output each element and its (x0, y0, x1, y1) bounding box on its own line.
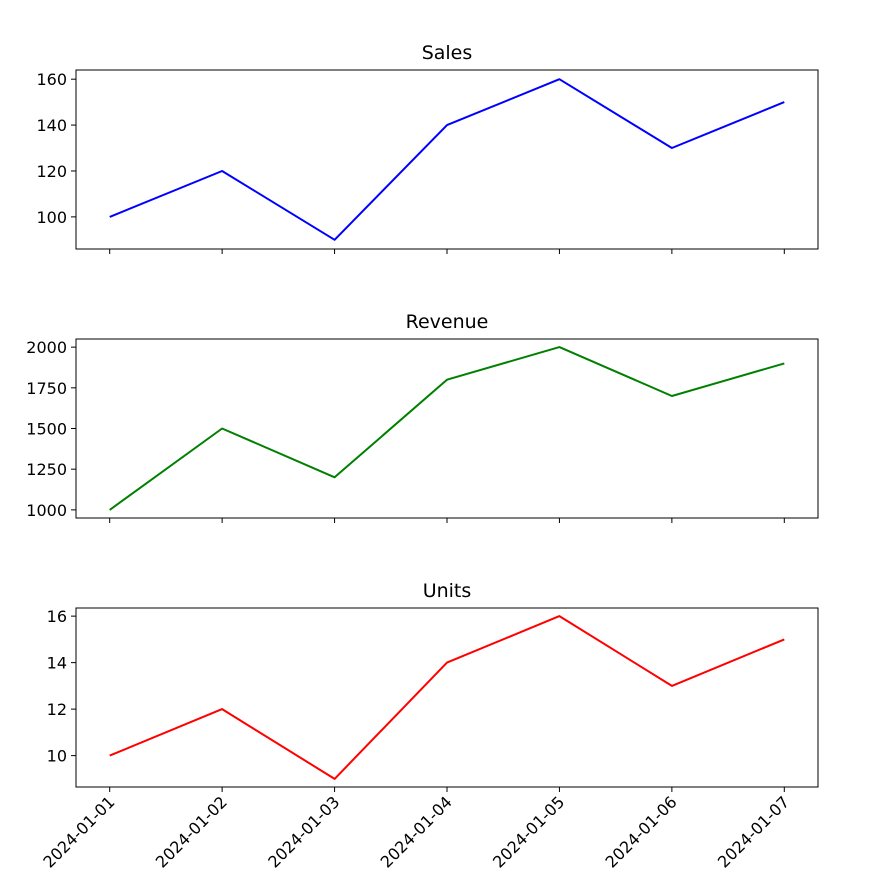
chart-2-point-6 (782, 637, 786, 641)
chart-0-axes-frame (75, 69, 819, 250)
chart-0-series-line (109, 78, 785, 241)
chart-2-point-4 (557, 614, 561, 618)
chart-2-point-2 (333, 777, 337, 781)
chart-2-xtick-label-1: 2024-01-02 (152, 792, 231, 871)
chart-2-point-3 (445, 661, 449, 665)
chart-2-xtick-label-5: 2024-01-06 (602, 792, 681, 871)
chart-1-ytick-label-3: 1750 (26, 379, 67, 398)
chart-0-ytick-label-0: 100 (36, 208, 67, 227)
chart-1-point-1 (220, 427, 224, 431)
chart-2-ytick-label-1: 12 (47, 700, 67, 719)
chart-1-ytick-label-2: 1500 (26, 420, 67, 439)
chart-1-title: Revenue (406, 311, 489, 333)
chart-0-point-5 (670, 146, 674, 150)
chart-2-series-line (109, 615, 785, 780)
chart-1-point-6 (782, 361, 786, 365)
chart-2-xtick-label-0: 2024-01-01 (39, 792, 118, 871)
chart-2-point-5 (670, 684, 674, 688)
chart-1-point-2 (333, 475, 337, 479)
chart-2-xtick-label-2: 2024-01-03 (264, 792, 343, 871)
chart-2-xtick-label-6: 2024-01-07 (714, 792, 793, 871)
chart-1-point-5 (670, 394, 674, 398)
chart-0-point-2 (333, 238, 337, 242)
chart-0-point-0 (108, 215, 112, 219)
chart-1-point-4 (557, 345, 561, 349)
chart-1-series-line (109, 346, 785, 511)
chart-0-title: Sales (422, 42, 473, 64)
chart-2-xtick-label-4: 2024-01-05 (489, 792, 568, 871)
chart-2-ytick-label-0: 10 (47, 747, 67, 766)
chart-0-ytick-label-3: 160 (36, 70, 67, 89)
chart-0-point-3 (445, 123, 449, 127)
chart-1-point-3 (445, 378, 449, 382)
chart-0-point-6 (782, 100, 786, 104)
chart-1-point-0 (108, 508, 112, 512)
chart-2-ytick-label-2: 14 (47, 654, 67, 673)
chart-2-axes-frame (75, 607, 819, 788)
chart-1-ytick-label-1: 1250 (26, 460, 67, 479)
chart-0-ytick-label-2: 140 (36, 116, 67, 135)
chart-1-ytick-label-4: 2000 (26, 338, 67, 357)
chart-1-axes-frame (75, 338, 819, 519)
chart-2-point-1 (220, 707, 224, 711)
chart-1-ytick-label-0: 1000 (26, 501, 67, 520)
chart-2-title: Units (423, 580, 472, 602)
chart-2-xtick-label-3: 2024-01-04 (377, 792, 456, 871)
chart-2-point-0 (108, 754, 112, 758)
chart-0-point-4 (557, 77, 561, 81)
chart-0-ytick-label-1: 120 (36, 162, 67, 181)
chart-0-point-1 (220, 169, 224, 173)
chart-2-ytick-label-3: 16 (47, 607, 67, 626)
